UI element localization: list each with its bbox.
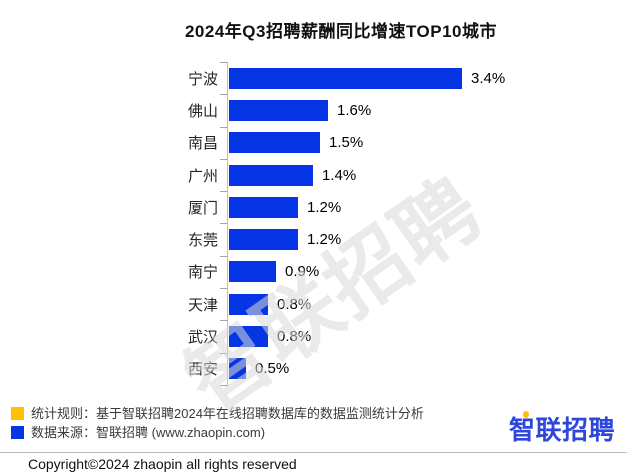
axis-tick bbox=[220, 94, 228, 96]
legend-text-source: 数据来源：智联招聘 (www.zhaopin.com) bbox=[31, 425, 266, 440]
category-label: 武汉 bbox=[187, 329, 218, 347]
axis-tick bbox=[220, 352, 228, 354]
bar bbox=[229, 132, 320, 154]
chart-rows: 宁波 3.4% 佛山 1.6% 南昌 1.5% 广州 1.4% 厦门 1.2% 东莞 1.2% 南宁 0.… bbox=[0, 62, 627, 386]
chart-title: 2024年Q3招聘薪酬同比增速TOP10城市 bbox=[184, 22, 498, 41]
chart-row: 南昌 1.5% bbox=[0, 126, 627, 159]
bar bbox=[229, 196, 298, 218]
zhaopin-logo-text: 智联招聘 bbox=[509, 415, 616, 445]
bar bbox=[229, 99, 328, 121]
chart-row: 武汉 0.8% bbox=[0, 320, 627, 352]
bar bbox=[229, 326, 268, 348]
chart-row: 西安 0.5% bbox=[0, 352, 627, 385]
category-label: 广州 bbox=[187, 167, 218, 185]
chart-row: 东莞 1.2% bbox=[0, 223, 627, 255]
category-label: 厦门 bbox=[187, 199, 218, 217]
category-label: 南昌 bbox=[187, 135, 218, 153]
legend-swatch-blue bbox=[11, 426, 24, 439]
axis-tick bbox=[220, 191, 228, 193]
value-label: 0.8% bbox=[277, 295, 312, 313]
axis-tick bbox=[220, 126, 228, 128]
legend-row-source: 数据来源：智联招聘 (www.zhaopin.com) bbox=[11, 426, 424, 439]
bar bbox=[229, 358, 246, 380]
category-label: 西安 bbox=[187, 361, 218, 379]
axis-tick bbox=[220, 288, 228, 290]
axis-tick bbox=[220, 320, 228, 322]
chart-row: 广州 1.4% bbox=[0, 158, 627, 191]
value-label: 1.2% bbox=[307, 231, 342, 249]
value-label: 0.9% bbox=[285, 263, 320, 281]
value-label: 1.4% bbox=[322, 166, 357, 184]
category-label: 东莞 bbox=[187, 232, 218, 250]
legend-text-rule: 统计规则：基于智联招聘2024年在线招聘数据库的数据监测统计分析 bbox=[31, 406, 424, 421]
bar bbox=[229, 293, 268, 315]
axis-tick bbox=[220, 255, 228, 257]
category-label: 南宁 bbox=[187, 264, 218, 282]
legend-swatch-yellow bbox=[11, 407, 24, 420]
category-label: 佛山 bbox=[187, 102, 218, 120]
chart-row: 南宁 0.9% bbox=[0, 255, 627, 288]
value-label: 1.2% bbox=[307, 198, 342, 216]
chart-row: 佛山 1.6% bbox=[0, 94, 627, 126]
chart-row: 厦门 1.2% bbox=[0, 191, 627, 223]
axis-tick bbox=[220, 223, 228, 225]
footnote-legend: 统计规则：基于智联招聘2024年在线招聘数据库的数据监测统计分析 数据来源：智联… bbox=[11, 407, 424, 445]
value-label: 1.5% bbox=[329, 134, 364, 152]
zhaopin-logo: 智联招聘 bbox=[509, 410, 615, 445]
legend-row-rule: 统计规则：基于智联招聘2024年在线招聘数据库的数据监测统计分析 bbox=[11, 407, 424, 420]
value-label: 1.6% bbox=[337, 101, 372, 119]
zhaopin-logo-ring-icon bbox=[523, 411, 529, 418]
axis-tick bbox=[220, 62, 228, 63]
category-label: 天津 bbox=[187, 296, 218, 314]
chart-row: 宁波 3.4% bbox=[0, 62, 627, 94]
bar bbox=[229, 229, 298, 251]
axis-tick bbox=[220, 158, 228, 160]
bar bbox=[229, 261, 276, 283]
copyright-text: Copyright©2024 zhaopin all rights reserv… bbox=[28, 456, 297, 472]
value-label: 0.8% bbox=[277, 328, 312, 346]
category-label: 宁波 bbox=[187, 70, 218, 88]
bar bbox=[229, 164, 313, 186]
value-label: 0.5% bbox=[255, 360, 290, 378]
bar bbox=[229, 67, 462, 89]
chart-row: 天津 0.8% bbox=[0, 288, 627, 320]
value-label: 3.4% bbox=[471, 69, 506, 87]
footer-divider bbox=[0, 452, 627, 453]
axis-tick bbox=[220, 385, 228, 386]
